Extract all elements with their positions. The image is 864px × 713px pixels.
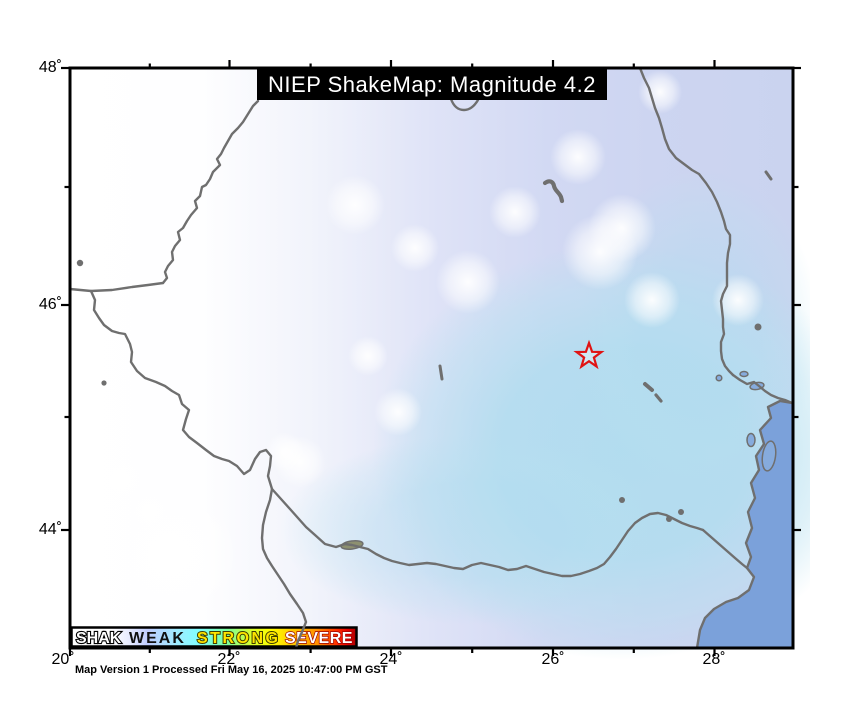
map-dots (76, 259, 762, 522)
border-hungary (161, 99, 260, 285)
x-axis-label-24: 24˚ (379, 651, 403, 668)
border-bulgaria-dobruja (701, 528, 749, 570)
map-title: NIEP ShakeMap: Magnitude 4.2 (257, 69, 607, 100)
x-axis-label-28: 28˚ (702, 651, 726, 668)
border-danube (270, 487, 705, 578)
country-borders (68, 66, 794, 650)
low-intensity-patches (65, 70, 764, 625)
legend-label-shaking: SHAK (76, 630, 122, 647)
border-prut-moldova (638, 66, 735, 377)
shaking-intensity-field (65, 68, 810, 660)
epicenter-star-icon (573, 339, 605, 370)
border-serbia (89, 289, 308, 650)
map-frame (68, 66, 795, 650)
legend-label-weak: WEAK (129, 630, 186, 647)
x-axis-label-20: 20˚ (51, 651, 75, 668)
lake-squiggle-north (542, 179, 565, 204)
lake-dash-4 (438, 364, 444, 381)
lake-dash-2 (643, 382, 654, 392)
border-west (68, 281, 165, 293)
y-axis-label-48: 48˚ (38, 59, 62, 76)
lake-dash-3 (654, 393, 663, 403)
legend-label-severe: SEVERE (285, 630, 353, 647)
danube-delta-shore (731, 373, 794, 405)
x-axis-label-26: 26˚ (541, 651, 565, 668)
tisa-river-loop (449, 97, 480, 112)
y-axis-label-46: 46˚ (38, 296, 62, 313)
x-axis-label-22: 22˚ (217, 651, 241, 668)
map-version-caption: Map Version 1 Processed Fri May 16, 2025… (75, 664, 388, 676)
intensity-colorbar: SHAK WEAK STRONG SEVERE (70, 626, 358, 648)
coastline (695, 399, 794, 650)
lake-dash-1 (764, 170, 773, 181)
shakemap: SHAK WEAK STRONG SEVERE (61, 60, 810, 660)
legend-label-strong: STRONG (197, 630, 280, 647)
y-axis-label-44: 44˚ (38, 521, 62, 538)
